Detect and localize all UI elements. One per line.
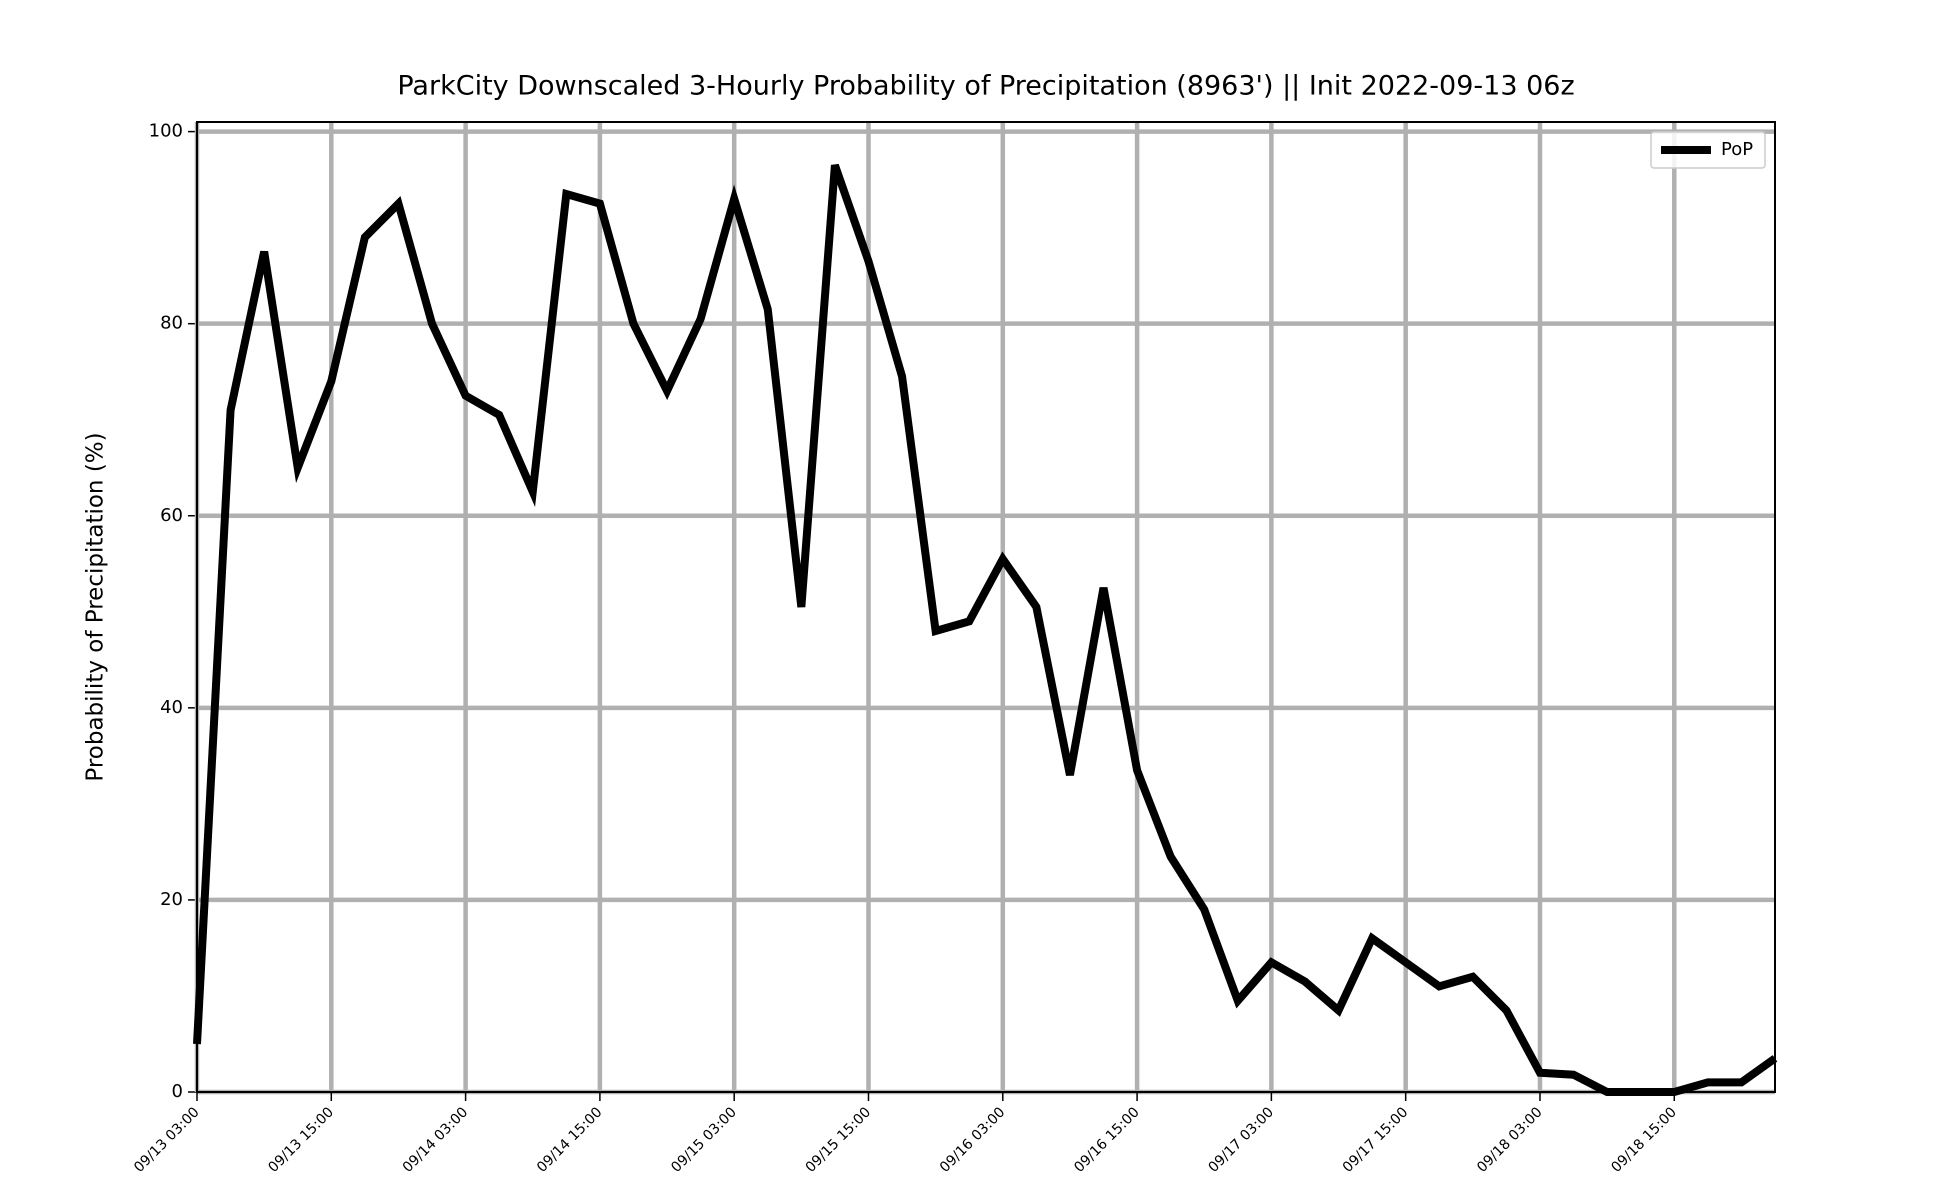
x-tick-label: 09/16 03:00 [937,1104,1009,1176]
x-tick-label: 09/18 15:00 [1608,1104,1680,1176]
x-tick-label: 09/14 15:00 [534,1104,606,1176]
chart-title: ParkCity Downscaled 3-Hourly Probability… [397,71,1574,102]
x-tick-label: 09/17 15:00 [1340,1104,1412,1176]
y-tick-label: 100 [149,121,183,142]
x-tick-label: 09/17 03:00 [1206,1104,1278,1176]
x-tick-label: 09/18 03:00 [1474,1104,1546,1176]
x-tick-label: 09/16 15:00 [1071,1104,1143,1176]
data-line [193,163,1778,1096]
y-tick-label: 0 [172,1081,183,1102]
x-tick-label: 09/14 03:00 [400,1104,472,1176]
x-tick-label: 09/13 15:00 [265,1104,337,1176]
x-tick-label: 09/15 15:00 [803,1104,875,1176]
x-tick-label: 09/15 03:00 [668,1104,740,1176]
y-axis-label: Probability of Precipitation (%) [83,432,109,781]
plot-frame [196,121,1776,1093]
y-tick-label: 40 [160,697,183,718]
legend-label: PoP [1721,139,1753,160]
y-tick-label: 60 [160,505,183,526]
x-tick-label: 09/13 03:00 [131,1104,203,1176]
y-tick-label: 80 [160,313,183,334]
y-tick-label: 20 [160,889,183,910]
